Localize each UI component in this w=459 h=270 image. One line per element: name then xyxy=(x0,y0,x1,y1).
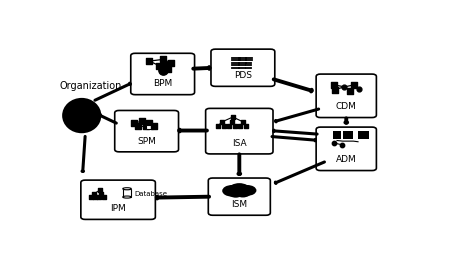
Point xyxy=(228,120,235,124)
Point xyxy=(87,195,94,199)
Text: CDM: CDM xyxy=(335,102,356,111)
Text: SPM: SPM xyxy=(137,137,156,146)
Point xyxy=(213,124,221,128)
Point xyxy=(239,120,246,124)
Point xyxy=(90,192,97,196)
Text: BPM: BPM xyxy=(153,79,172,89)
Point xyxy=(150,124,157,129)
Bar xyxy=(123,189,131,197)
FancyBboxPatch shape xyxy=(211,49,274,86)
Point xyxy=(229,115,236,119)
Point xyxy=(146,59,153,63)
Circle shape xyxy=(222,185,241,197)
FancyBboxPatch shape xyxy=(114,110,178,152)
FancyBboxPatch shape xyxy=(205,108,272,154)
Point xyxy=(225,124,232,128)
Point xyxy=(159,57,166,62)
Ellipse shape xyxy=(123,196,131,198)
Point xyxy=(350,83,358,87)
Point xyxy=(155,63,162,68)
Point xyxy=(162,63,169,67)
Point xyxy=(231,124,238,128)
Point xyxy=(130,121,138,125)
Point xyxy=(330,141,337,145)
Point xyxy=(134,124,141,129)
Text: Database: Database xyxy=(134,191,168,197)
Point xyxy=(163,66,171,70)
Point xyxy=(97,192,105,196)
Text: ISM: ISM xyxy=(231,200,247,209)
Text: Organization: Organization xyxy=(59,81,121,91)
FancyBboxPatch shape xyxy=(315,127,375,171)
Point xyxy=(159,68,167,72)
Point xyxy=(330,87,338,92)
Point xyxy=(330,83,337,87)
Ellipse shape xyxy=(62,98,101,133)
Bar xyxy=(357,131,368,139)
Point xyxy=(138,119,146,124)
Point xyxy=(100,195,107,199)
Ellipse shape xyxy=(123,188,131,190)
Point xyxy=(167,60,174,65)
Text: PDS: PDS xyxy=(233,71,252,80)
Bar xyxy=(342,131,353,139)
Circle shape xyxy=(228,189,242,198)
Point xyxy=(236,124,243,128)
Point xyxy=(95,188,103,193)
Point xyxy=(219,124,227,128)
Text: IPM: IPM xyxy=(110,204,126,213)
FancyBboxPatch shape xyxy=(315,74,375,117)
Point xyxy=(241,124,249,128)
Text: ADM: ADM xyxy=(335,155,356,164)
Point xyxy=(345,89,353,93)
Bar xyxy=(332,131,340,139)
FancyBboxPatch shape xyxy=(208,178,270,215)
Circle shape xyxy=(228,183,250,195)
Point xyxy=(337,143,345,147)
FancyBboxPatch shape xyxy=(145,125,152,129)
Point xyxy=(95,195,102,199)
Point xyxy=(91,195,99,199)
Point xyxy=(146,121,153,126)
Point xyxy=(218,120,225,124)
FancyBboxPatch shape xyxy=(81,180,155,220)
Point xyxy=(354,87,362,91)
Circle shape xyxy=(237,185,256,196)
Point xyxy=(340,85,347,89)
FancyBboxPatch shape xyxy=(130,53,194,95)
Circle shape xyxy=(235,188,250,197)
Text: ISA: ISA xyxy=(231,139,246,148)
Point xyxy=(142,124,149,129)
